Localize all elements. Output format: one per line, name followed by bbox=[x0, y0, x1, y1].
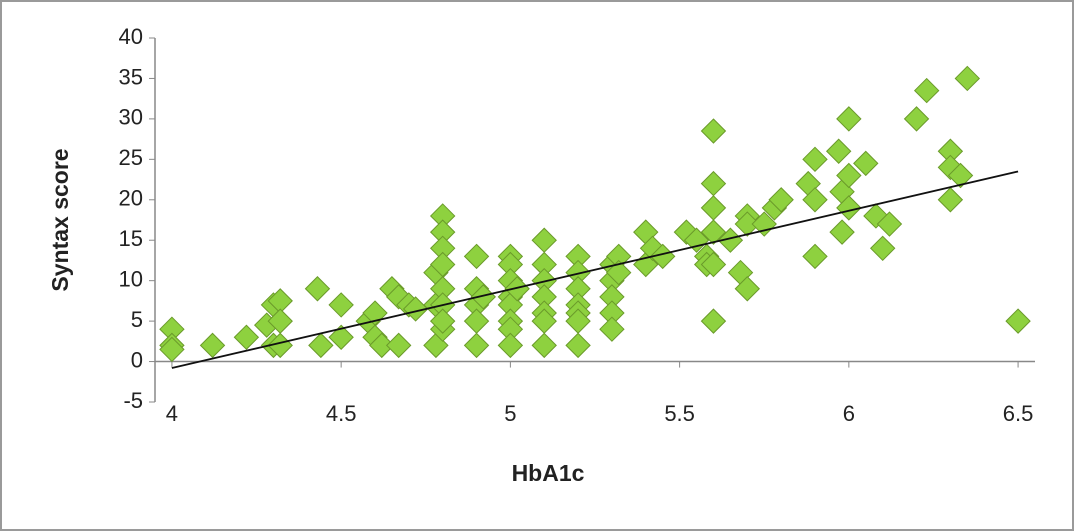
point bbox=[308, 332, 334, 359]
x-tick-label: 4 bbox=[166, 401, 178, 426]
point bbox=[429, 308, 456, 334]
point bbox=[470, 284, 497, 310]
point bbox=[700, 118, 727, 144]
point bbox=[853, 150, 879, 177]
y-tick-label: 25 bbox=[119, 145, 143, 170]
point bbox=[199, 332, 226, 359]
point bbox=[751, 211, 777, 237]
point bbox=[328, 292, 354, 318]
y-axis-title: Syntax score bbox=[47, 148, 73, 291]
x-tick-label: 5 bbox=[504, 401, 516, 426]
point bbox=[565, 332, 591, 359]
point bbox=[829, 219, 855, 245]
point bbox=[369, 332, 395, 359]
point bbox=[599, 316, 625, 342]
point bbox=[876, 211, 903, 237]
x-axis-title: HbA1c bbox=[512, 460, 585, 486]
x-tick-label: 6 bbox=[843, 401, 855, 426]
y-tick-label: 35 bbox=[119, 64, 143, 89]
y-tick-label: 15 bbox=[119, 226, 143, 251]
point bbox=[869, 235, 896, 262]
y-tick-label: 0 bbox=[131, 347, 143, 372]
point bbox=[802, 187, 828, 213]
point bbox=[836, 106, 862, 132]
point bbox=[504, 276, 530, 302]
x-tick-label: 4.5 bbox=[326, 401, 357, 426]
point bbox=[463, 243, 490, 270]
point bbox=[497, 332, 524, 359]
y-tick-label: -5 bbox=[123, 388, 143, 413]
point bbox=[768, 187, 794, 213]
x-tick-label: 6.5 bbox=[1003, 401, 1034, 426]
point bbox=[836, 162, 862, 189]
point bbox=[233, 324, 260, 350]
point bbox=[802, 243, 828, 270]
point bbox=[304, 276, 331, 302]
y-tick-label: 10 bbox=[119, 266, 143, 291]
point bbox=[937, 187, 964, 213]
point bbox=[913, 77, 940, 104]
point bbox=[947, 162, 974, 189]
point bbox=[683, 227, 710, 253]
x-tick-label: 5.5 bbox=[664, 401, 695, 426]
y-tick-label: 5 bbox=[131, 307, 143, 332]
trendline bbox=[171, 170, 1019, 369]
point bbox=[531, 332, 557, 359]
point bbox=[700, 219, 727, 245]
point bbox=[463, 332, 490, 359]
point bbox=[605, 259, 632, 286]
point bbox=[1005, 308, 1031, 334]
point bbox=[903, 106, 930, 132]
point bbox=[836, 195, 862, 221]
point bbox=[734, 276, 761, 302]
point bbox=[700, 251, 727, 278]
point bbox=[385, 332, 412, 359]
y-tick-label: 40 bbox=[119, 24, 143, 49]
point bbox=[700, 308, 727, 334]
point bbox=[802, 146, 828, 173]
point bbox=[328, 324, 354, 350]
point bbox=[734, 211, 761, 237]
point bbox=[825, 138, 852, 164]
point bbox=[159, 336, 185, 363]
y-tick-label: 30 bbox=[119, 105, 143, 130]
point bbox=[954, 65, 981, 92]
y-tick-label: 20 bbox=[119, 186, 143, 211]
